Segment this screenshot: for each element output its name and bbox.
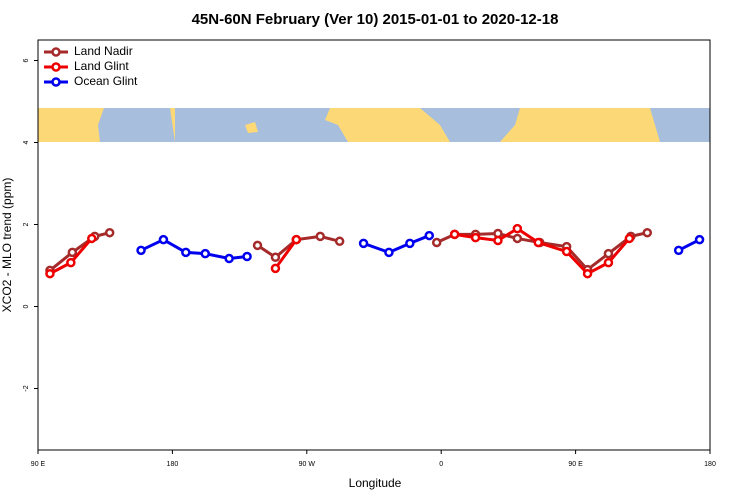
data-point bbox=[533, 237, 544, 248]
data-point bbox=[673, 245, 684, 256]
legend-label: Land Glint bbox=[74, 59, 129, 73]
data-point bbox=[270, 263, 281, 274]
data-point bbox=[67, 247, 78, 258]
data-point bbox=[315, 231, 325, 242]
y-tick-label: -2 bbox=[23, 385, 30, 391]
legend-label: Land Nadir bbox=[74, 44, 133, 58]
data-point bbox=[384, 247, 394, 258]
legend-marker bbox=[51, 77, 61, 87]
data-point bbox=[200, 248, 211, 259]
data-point bbox=[424, 230, 435, 241]
data-point bbox=[405, 238, 415, 249]
y-tick-label: 0 bbox=[23, 304, 30, 308]
x-tick-label: 90 W bbox=[299, 461, 316, 468]
data-point bbox=[470, 232, 481, 243]
chart-title: 45N-60N February (Ver 10) 2015-01-01 to … bbox=[192, 11, 559, 28]
data-point bbox=[224, 253, 234, 264]
map-ocean bbox=[420, 108, 520, 142]
y-tick-label: 4 bbox=[23, 140, 30, 144]
data-point bbox=[334, 236, 345, 247]
y-tick-label: 2 bbox=[23, 222, 30, 226]
data-point bbox=[493, 235, 503, 246]
data-point bbox=[252, 240, 263, 251]
map-ocean bbox=[650, 108, 710, 142]
data-point bbox=[45, 268, 55, 279]
data-point bbox=[358, 238, 369, 249]
legend-label: Ocean Glint bbox=[74, 74, 138, 88]
data-point bbox=[431, 237, 442, 248]
map-band bbox=[38, 108, 710, 142]
x-tick-label: 90 E bbox=[568, 461, 583, 468]
legend-marker bbox=[51, 62, 61, 72]
x-axis-label: Longitude bbox=[349, 476, 402, 490]
data-point bbox=[512, 233, 523, 244]
data-point bbox=[603, 248, 614, 259]
data-point bbox=[624, 233, 635, 244]
x-tick-label: 0 bbox=[439, 461, 443, 468]
data-point bbox=[66, 257, 76, 268]
x-tick-label: 90 E bbox=[31, 461, 46, 468]
data-point bbox=[104, 227, 115, 238]
data-point bbox=[270, 252, 281, 263]
y-axis-label: XCO2 - MLO trend (ppm) bbox=[0, 178, 14, 313]
x-tick-label: 180 bbox=[167, 461, 179, 468]
data-point bbox=[582, 268, 593, 279]
data-point bbox=[291, 234, 302, 245]
data-point bbox=[181, 247, 191, 258]
data-point bbox=[242, 251, 252, 262]
legend-marker bbox=[51, 47, 61, 57]
y-tick-label: 6 bbox=[23, 58, 30, 62]
data-point bbox=[87, 233, 97, 244]
plot-frame bbox=[37, 39, 711, 451]
data-point bbox=[158, 234, 169, 245]
data-point bbox=[561, 246, 572, 257]
map-ocean bbox=[175, 108, 348, 142]
data-point bbox=[512, 223, 523, 234]
data-point bbox=[694, 234, 705, 245]
data-point bbox=[449, 229, 460, 240]
data-point bbox=[603, 257, 614, 268]
data-point bbox=[642, 227, 653, 238]
map-land bbox=[245, 122, 258, 133]
x-tick-label: 180 bbox=[704, 461, 716, 468]
data-point bbox=[136, 245, 146, 256]
map-ocean bbox=[98, 108, 175, 142]
